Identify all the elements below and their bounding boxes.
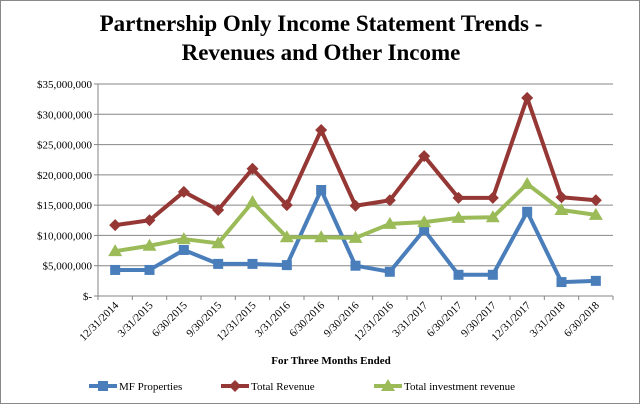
y-tick-label: $35,000,000 — [37, 79, 93, 91]
x-tick-label: 6/30/2015 — [150, 299, 190, 339]
marker — [144, 264, 155, 275]
marker — [314, 230, 329, 243]
marker — [349, 199, 362, 212]
x-tick-label: 12/31/2014 — [77, 299, 121, 343]
chart-title: Partnership Only Income Statement Trends… — [99, 11, 543, 65]
y-tick-label: $- — [83, 291, 93, 303]
legend-marker — [381, 379, 395, 391]
marker — [350, 260, 361, 271]
legend-item: MF Properties — [89, 381, 182, 393]
marker — [281, 260, 292, 271]
marker — [211, 236, 226, 249]
marker — [383, 194, 396, 207]
marker — [245, 195, 260, 208]
y-tick-label: $15,000,000 — [37, 200, 93, 212]
legend-marker — [98, 381, 108, 391]
marker — [108, 244, 123, 257]
y-tick-label: $5,000,000 — [43, 261, 93, 273]
marker — [247, 258, 258, 269]
y-tick-label: $20,000,000 — [37, 170, 93, 182]
marker — [382, 216, 397, 229]
marker — [213, 258, 224, 269]
marker — [417, 215, 432, 228]
marker — [212, 203, 225, 216]
x-tick-label: 3/31/2015 — [116, 299, 156, 339]
marker — [555, 191, 568, 204]
marker — [520, 176, 535, 189]
marker — [590, 275, 601, 286]
marker — [143, 214, 156, 227]
x-tick-label: 6/30/2018 — [562, 299, 602, 339]
marker — [554, 202, 569, 215]
marker — [176, 232, 191, 245]
marker — [177, 185, 190, 198]
marker — [588, 207, 603, 220]
marker — [279, 230, 294, 243]
marker — [452, 191, 465, 204]
legend-label: Total investment revenue — [404, 381, 515, 393]
marker — [246, 162, 259, 175]
x-tick-label: 6/30/2016 — [287, 299, 327, 339]
marker — [521, 91, 534, 104]
legend-item: Total Revenue — [221, 380, 315, 393]
marker — [485, 210, 500, 223]
marker — [522, 206, 533, 217]
marker — [451, 210, 466, 223]
marker — [384, 266, 395, 277]
marker — [487, 269, 498, 280]
x-tick-label: 6/30/2017 — [425, 299, 465, 339]
marker — [418, 150, 431, 163]
marker — [315, 124, 328, 137]
y-tick-label: $30,000,000 — [37, 109, 93, 121]
x-tick-label: 3/31/2017 — [390, 299, 430, 339]
x-tick-label: 3/31/2018 — [528, 299, 568, 339]
x-tick-label: 3/31/2016 — [253, 299, 293, 339]
marker — [280, 199, 293, 212]
y-tick-label: $25,000,000 — [37, 140, 93, 152]
marker — [316, 185, 327, 195]
marker — [110, 264, 121, 275]
y-tick-label: $10,000,000 — [37, 230, 93, 242]
legend-label: Total Revenue — [251, 381, 315, 393]
legend-item: Total investment revenue — [374, 379, 515, 393]
marker — [453, 269, 464, 280]
marker — [419, 224, 430, 235]
x-axis-title: For Three Months Ended — [271, 355, 391, 367]
legend-marker — [229, 380, 241, 392]
marker — [348, 230, 363, 243]
marker — [142, 238, 157, 251]
marker — [589, 194, 602, 207]
marker — [556, 277, 567, 288]
marker — [109, 219, 122, 232]
legend-label: MF Properties — [119, 381, 182, 393]
marker — [178, 244, 189, 255]
marker — [486, 191, 499, 204]
